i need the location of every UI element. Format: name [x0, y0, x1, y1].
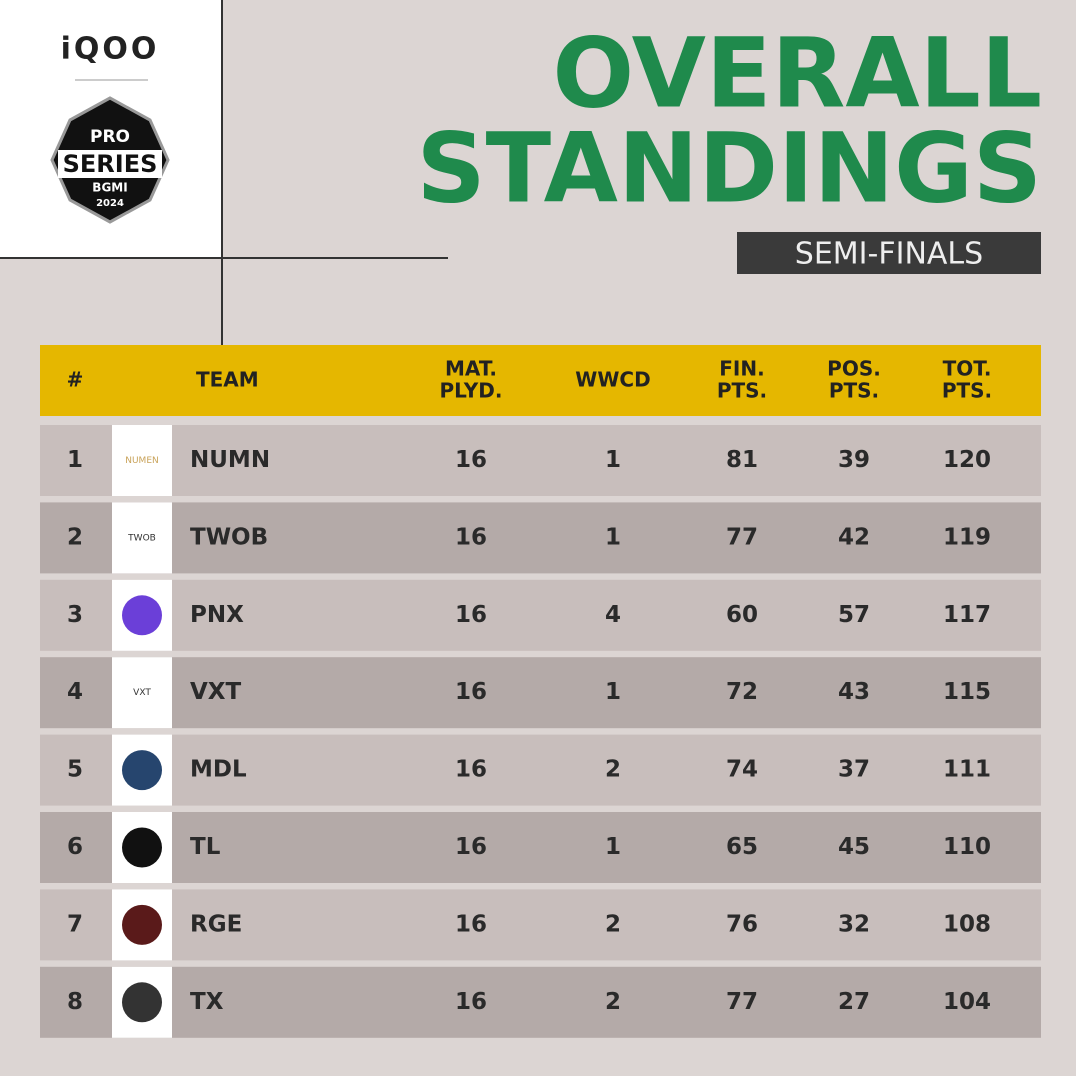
- cell: 77: [726, 524, 758, 550]
- team-logo-text: NUMEN: [125, 456, 159, 466]
- column-header: FIN.: [719, 357, 764, 381]
- table-row: [40, 966, 1041, 1038]
- cell: 3: [67, 602, 83, 628]
- cell: 45: [838, 834, 870, 860]
- table-row: [40, 502, 1041, 574]
- subtitle: SEMI-FINALS: [795, 237, 983, 272]
- cell: 119: [943, 524, 991, 550]
- column-header: WWCD: [575, 368, 650, 392]
- team-logo-mark: [122, 827, 162, 868]
- cell: 32: [838, 911, 870, 937]
- table-header: [40, 345, 1041, 416]
- column-header: PTS.: [717, 379, 767, 403]
- cell: 27: [838, 989, 870, 1015]
- cell: 39: [838, 447, 870, 473]
- table-row: [40, 812, 1041, 883]
- team-logo: [112, 425, 172, 496]
- subtitle-box: [737, 232, 1041, 274]
- cell: MDL: [190, 757, 247, 783]
- event-logo: PRO SERIES BGMI 2024: [50, 96, 170, 224]
- cell: 16: [455, 911, 487, 937]
- cell: 57: [838, 602, 870, 628]
- cell: 8: [67, 989, 83, 1015]
- team-logo: [112, 657, 172, 729]
- cell: 115: [943, 679, 991, 705]
- column-header: PLYD.: [440, 379, 503, 403]
- cell: 1: [605, 834, 621, 860]
- table-row: [40, 657, 1041, 729]
- team-logo-text: TWOB: [127, 533, 156, 543]
- cell: 16: [455, 989, 487, 1015]
- cell: 120: [943, 447, 991, 473]
- cell: 2: [605, 757, 621, 783]
- cell: 2: [605, 911, 621, 937]
- column-header: TOT.: [943, 357, 992, 381]
- cell: 5: [67, 757, 83, 783]
- cell: 76: [726, 911, 758, 937]
- cell: 1: [605, 524, 621, 550]
- cell: 4: [605, 602, 621, 628]
- cell: 117: [943, 602, 991, 628]
- column-header: MAT.: [445, 357, 497, 381]
- cell: 1: [605, 679, 621, 705]
- cell: 108: [943, 911, 991, 937]
- table-row: [40, 889, 1041, 961]
- table-row: [40, 579, 1041, 651]
- cell: 1: [67, 447, 83, 473]
- table-row: [40, 734, 1041, 806]
- cell: 6: [67, 834, 83, 860]
- cell: 7: [67, 911, 83, 937]
- column-header: TEAM: [196, 368, 259, 392]
- title: STANDINGS: [417, 112, 1043, 224]
- table-row: [40, 425, 1041, 496]
- cell: 60: [726, 602, 758, 628]
- cell: 2: [67, 524, 83, 550]
- column-header: POS.: [827, 357, 881, 381]
- cell: 110: [943, 834, 991, 860]
- cell: PNX: [190, 602, 244, 628]
- cell: 4: [67, 679, 83, 705]
- cell: 81: [726, 447, 758, 473]
- logo-text: BGMI: [92, 181, 127, 195]
- team-logo: [112, 502, 172, 574]
- cell: 16: [455, 757, 487, 783]
- logo-text: SERIES: [63, 150, 158, 178]
- cell: 1: [605, 447, 621, 473]
- cell: TWOB: [190, 524, 268, 550]
- cell: 2: [605, 989, 621, 1015]
- brand: iQOO: [61, 32, 160, 67]
- cell: TX: [190, 989, 224, 1015]
- team-logo-text: VXT: [133, 688, 151, 698]
- team-logo-mark: [122, 750, 162, 791]
- cell: 104: [943, 989, 991, 1015]
- cell: 72: [726, 679, 758, 705]
- cell: 42: [838, 524, 870, 550]
- cell: 16: [455, 834, 487, 860]
- team-logo-mark: [122, 904, 162, 945]
- cell: NUMN: [190, 447, 270, 473]
- cell: 43: [838, 679, 870, 705]
- cell: 111: [943, 757, 991, 783]
- cell: 65: [726, 834, 758, 860]
- cell: 16: [455, 679, 487, 705]
- title: OVERALL: [553, 17, 1042, 129]
- cell: TL: [190, 834, 221, 860]
- cell: RGE: [190, 911, 242, 937]
- team-logo-mark: [122, 982, 162, 1023]
- cell: 16: [455, 447, 487, 473]
- column-header: #: [67, 368, 84, 392]
- column-header: PTS.: [942, 379, 992, 403]
- logo-text: PRO: [90, 127, 130, 147]
- cell: 77: [726, 989, 758, 1015]
- cell: VXT: [190, 679, 242, 705]
- cell: 16: [455, 524, 487, 550]
- cell: 37: [838, 757, 870, 783]
- cell: 16: [455, 602, 487, 628]
- cell: 74: [726, 757, 758, 783]
- team-logo-mark: [122, 595, 162, 636]
- logo-text: 2024: [96, 198, 124, 209]
- column-header: PTS.: [829, 379, 879, 403]
